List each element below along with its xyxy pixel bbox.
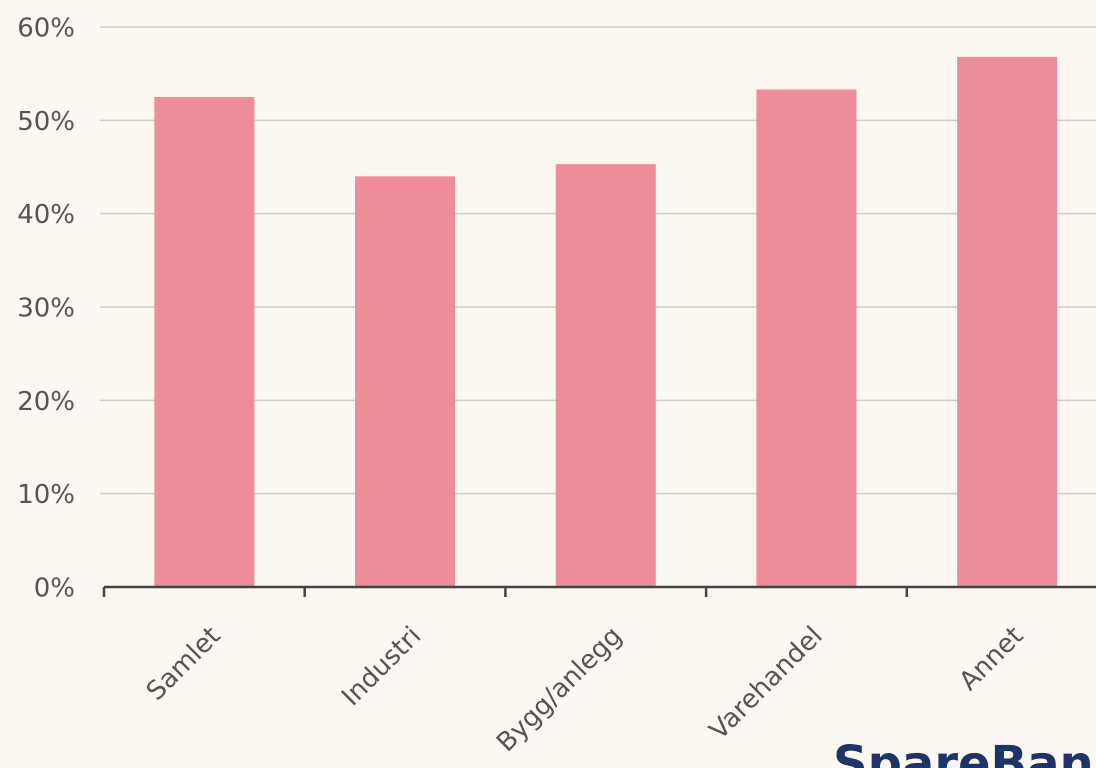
y-tick-label: 20%	[17, 387, 75, 417]
y-tick-label: 40%	[17, 200, 75, 230]
y-tick-label: 30%	[17, 294, 75, 324]
y-tick-label: 10%	[17, 480, 75, 510]
x-tick-label: Annet	[954, 621, 1030, 697]
y-tick-label: 0%	[34, 574, 75, 604]
bar	[355, 176, 456, 588]
logo: SpareBank	[833, 736, 1096, 768]
bar	[957, 56, 1058, 588]
x-tick-label: Varehandel	[704, 621, 829, 746]
bar	[154, 97, 255, 587]
y-tick-label: 50%	[17, 107, 75, 137]
x-tick-label: Samlet	[141, 621, 227, 707]
x-tick-label: Bygg/anlegg	[491, 621, 628, 758]
y-tick-label: 60%	[17, 14, 75, 44]
x-tick-label: Industri	[336, 621, 427, 712]
bar	[555, 164, 656, 587]
bar	[756, 89, 857, 588]
